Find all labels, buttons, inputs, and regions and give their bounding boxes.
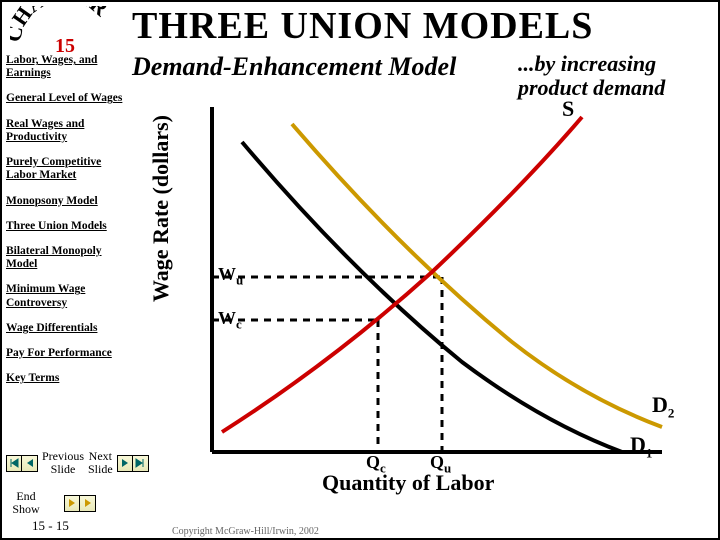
sidebar-item[interactable]: Three Union Models (6, 220, 130, 233)
next-label: Next Slide (88, 450, 113, 476)
next-button[interactable] (118, 456, 133, 471)
sidebar-item[interactable]: General Level of Wages (6, 92, 130, 105)
end-show-button[interactable] (65, 496, 80, 511)
sidebar-item[interactable]: Monopsony Model (6, 195, 130, 208)
wc-label: Wc (218, 308, 242, 333)
prev-label: Previous Slide (42, 450, 84, 476)
sidebar: Labor, Wages, and Earnings General Level… (6, 54, 130, 398)
supply-curve (222, 117, 582, 432)
sidebar-item[interactable]: Bilateral Monopoly Model (6, 245, 130, 271)
sidebar-item[interactable]: Key Terms (6, 372, 130, 385)
sidebar-item[interactable]: Real Wages and Productivity (6, 118, 130, 144)
s-label: S (562, 96, 574, 122)
sidebar-item[interactable]: Minimum Wage Controversy (6, 283, 130, 309)
prev-button[interactable] (22, 456, 37, 471)
d1-label: D1 (630, 432, 652, 461)
page-number: 15 - 15 (32, 518, 69, 534)
subtext: ...by increasing product demand (518, 52, 665, 100)
wu-label: Wu (218, 264, 243, 289)
end-show-button-2[interactable] (80, 496, 95, 511)
sidebar-item[interactable]: Purely Competitive Labor Market (6, 156, 130, 182)
page-title: THREE UNION MODELS (132, 4, 593, 48)
sidebar-item[interactable]: Labor, Wages, and Earnings (6, 54, 130, 80)
chart: Wage Rate (dollars) S D1 D2 Wu Wc Qc Qu … (182, 102, 672, 482)
sidebar-item[interactable]: Wage Differentials (6, 322, 130, 335)
nav-prev-next: Previous Slide Next Slide (6, 450, 136, 476)
d2-label: D2 (652, 392, 674, 421)
prev-first-button[interactable] (7, 456, 22, 471)
chart-svg (182, 102, 672, 467)
next-last-button[interactable] (133, 456, 148, 471)
x-axis-label: Quantity of Labor (322, 470, 494, 496)
chapter-logo: CHAPTER 15 (10, 6, 120, 54)
svg-text:15: 15 (55, 35, 75, 54)
sidebar-item[interactable]: Pay For Performance (6, 347, 130, 360)
copyright: Copyright McGraw-Hill/Irwin, 2002 (172, 526, 319, 537)
y-axis-label: Wage Rate (dollars) (148, 115, 174, 302)
d1-curve (242, 142, 622, 452)
end-label: End Show (6, 490, 46, 516)
subtitle: Demand-Enhancement Model (132, 52, 456, 82)
nav-end: End Show (6, 490, 136, 516)
